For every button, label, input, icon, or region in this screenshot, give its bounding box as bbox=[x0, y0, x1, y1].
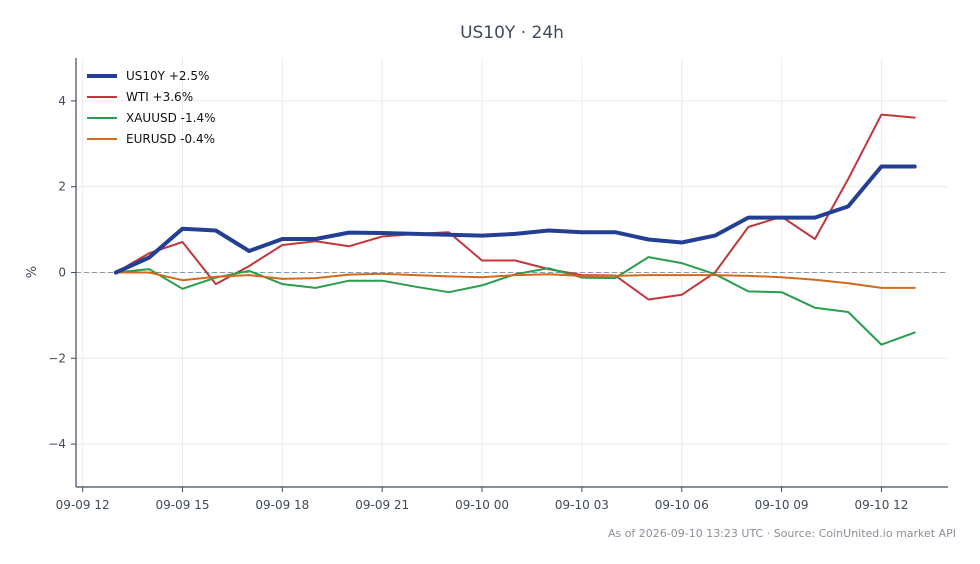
y-tick-label: −4 bbox=[48, 437, 66, 451]
x-tick-label: 09-10 00 bbox=[455, 498, 509, 512]
source-footnote: As of 2026-09-10 13:23 UTC · Source: Coi… bbox=[608, 527, 956, 540]
y-tick-label: −2 bbox=[48, 351, 66, 365]
x-tick-label: 09-09 12 bbox=[56, 498, 110, 512]
series-line-us10y bbox=[113, 164, 917, 275]
series-line-eurusd bbox=[114, 271, 916, 289]
x-tick-label: 09-09 18 bbox=[255, 498, 309, 512]
y-axis-label: % bbox=[25, 266, 40, 278]
x-tick-label: 09-10 09 bbox=[755, 498, 809, 512]
series-lines bbox=[113, 113, 917, 346]
x-tick-label: 09-10 03 bbox=[555, 498, 609, 512]
axes: 09-09 12 09-09 15 09-09 18 09-09 21 09-10 00… bbox=[48, 58, 948, 512]
x-tick-label: 09-09 15 bbox=[156, 498, 210, 512]
x-tick-label: 09-10 12 bbox=[854, 498, 908, 512]
legend: US10Y +2.5% WTI +3.6% XAUUSD -1.4% EURUSD -… bbox=[87, 69, 215, 146]
series-line-wti bbox=[114, 113, 916, 301]
legend-label: WTI +3.6% bbox=[126, 90, 193, 104]
legend-label: EURUSD -0.4% bbox=[126, 132, 215, 146]
y-tick-label: 2 bbox=[58, 180, 66, 194]
legend-label: US10Y +2.5% bbox=[126, 69, 209, 83]
chart-title: US10Y · 24h bbox=[460, 23, 564, 43]
y-tick-label: 0 bbox=[58, 266, 66, 280]
series-line-xauusd bbox=[114, 256, 916, 346]
legend-label: XAUUSD -1.4% bbox=[126, 111, 215, 125]
y-tick-label: 4 bbox=[58, 94, 66, 108]
x-tick-label: 09-09 21 bbox=[355, 498, 409, 512]
x-tick-label: 09-10 06 bbox=[655, 498, 709, 512]
